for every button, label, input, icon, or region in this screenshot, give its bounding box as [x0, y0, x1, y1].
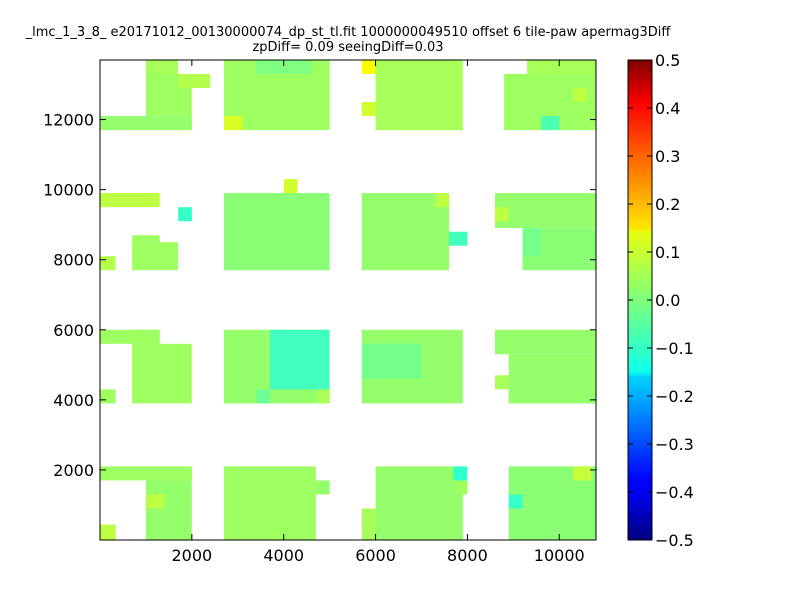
colorbar-tick-label: −0.2 — [655, 387, 694, 406]
heatmap-cell — [178, 207, 192, 222]
heatmap-cell — [132, 242, 178, 271]
heatmap-cell — [100, 256, 116, 271]
y-axis: 2000 4000 6000 8000 10000 12000 — [43, 111, 596, 480]
colorbar-tick-label: 0.1 — [655, 243, 680, 262]
heatmap-cell — [508, 494, 523, 509]
colorbar-axis: 0.5 0.4 0.3 0.2 0.1 0.0 −0.1 −0.2 −0.3 −0.4 −0.5 — [628, 51, 694, 550]
heatmap-cell — [132, 329, 160, 344]
heatmap-cell — [495, 193, 596, 229]
x-tick-label: 6000 — [355, 546, 396, 565]
heatmap-cell — [145, 494, 165, 509]
heatmap-cell — [495, 207, 509, 222]
heatmap-cell — [100, 389, 116, 404]
heatmap-cell — [508, 354, 596, 404]
heatmap-cell — [361, 193, 450, 271]
y-tick-label: 4000 — [53, 391, 94, 410]
heatmap-cell — [375, 60, 463, 131]
colorbar-tick-label: −0.5 — [655, 531, 694, 550]
heatmap-cell — [145, 60, 178, 74]
heatmap-cell — [132, 235, 160, 243]
colorbar-tick-label: 0.3 — [655, 147, 680, 166]
heatmap-cell — [224, 193, 330, 271]
colorbar-tick-label: 0.2 — [655, 195, 680, 214]
heatmap-cell — [361, 60, 376, 74]
heatmap-cell — [269, 329, 330, 390]
chart-title-line-1: _lmc_1_3_8_ e20171012_00130000074_dp_st_… — [25, 25, 671, 40]
heatmap-cell — [178, 74, 211, 88]
heatmap-cell — [256, 389, 270, 404]
heatmap-cell — [573, 466, 592, 481]
chart-title-line-2: zpDiff= 0.09 seeingDiff=0.03 — [252, 40, 444, 55]
heatmap-cell — [100, 193, 160, 208]
heatmap-cell — [315, 480, 330, 495]
y-tick-label: 10000 — [43, 181, 94, 200]
colorbar-tick-label: −0.4 — [655, 483, 694, 502]
heatmap-cell — [224, 466, 316, 540]
heatmap-cell — [540, 116, 560, 131]
plot-frame — [99, 59, 597, 541]
heatmap-cell — [361, 343, 422, 379]
x-axis: 2000 4000 6000 8000 10000 — [171, 60, 585, 565]
heatmap-cell — [495, 375, 509, 390]
heatmap-cell — [375, 466, 463, 540]
heatmap-cell — [224, 116, 243, 131]
y-tick-label: 8000 — [53, 251, 94, 270]
heatmap-cell — [522, 228, 541, 257]
x-tick-label: 4000 — [263, 546, 304, 565]
heatmap-cell — [100, 116, 192, 131]
colorbar-tick-label: −0.3 — [655, 435, 694, 454]
y-tick-label: 6000 — [53, 321, 94, 340]
x-tick-label: 2000 — [171, 546, 212, 565]
heatmap-cell — [145, 480, 192, 540]
colorbar-tick-label: 0.5 — [655, 51, 680, 70]
x-tick-label: 8000 — [447, 546, 488, 565]
heatmap-cell — [527, 60, 596, 74]
y-tick-label: 12000 — [43, 111, 94, 130]
heatmap-cell — [256, 60, 312, 74]
y-tick-label: 2000 — [53, 461, 94, 480]
heatmap-cell — [435, 193, 450, 208]
heatmap-cell — [283, 179, 298, 194]
heatmap-cell — [100, 466, 192, 481]
heatmap-cell — [573, 88, 587, 102]
heatmap-cell — [100, 524, 116, 540]
heatmap-cell — [453, 480, 468, 495]
heatmap-cell — [361, 102, 376, 116]
heatmap-cell — [449, 231, 468, 246]
colorbar-tick-label: 0.0 — [655, 291, 680, 310]
heatmap-cell — [132, 343, 192, 404]
heatmap-cells — [100, 60, 596, 540]
x-tick-label: 10000 — [534, 546, 585, 565]
colorbar-tick-label: −0.1 — [655, 339, 694, 358]
heatmap-cell — [315, 389, 330, 404]
heatmap-cell — [453, 466, 468, 481]
colorbar-tick-label: 0.4 — [655, 99, 680, 118]
heatmap-cell — [495, 329, 596, 355]
